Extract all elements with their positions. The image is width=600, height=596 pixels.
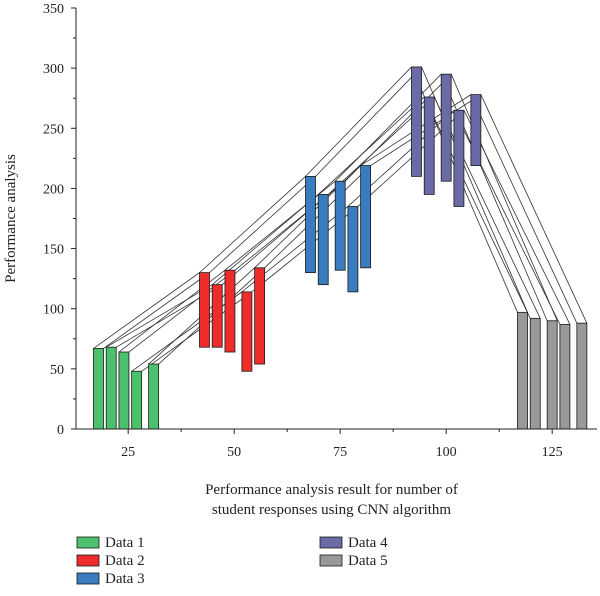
- bar-data-2-4: [241, 291, 253, 372]
- connector-line: [315, 66, 422, 177]
- connector-line: [141, 291, 253, 372]
- y-axis-title: Performance analysis: [3, 154, 19, 283]
- connector-line: [344, 73, 452, 182]
- y-tick-label: 200: [43, 182, 64, 197]
- legend-swatch-data-4: [319, 536, 343, 549]
- bar-data-1-3: [118, 351, 130, 430]
- connector-line: [450, 73, 558, 321]
- connector-line: [334, 73, 442, 182]
- bar-data-4-2: [423, 96, 435, 195]
- y-axis-ticks: 0 50 100 150 200 250 300 350: [43, 2, 76, 438]
- bar-data-5-4: [559, 323, 571, 430]
- bar-data-2-5: [254, 267, 266, 365]
- connector-line: [453, 110, 561, 325]
- y-tick-label: 350: [43, 2, 64, 17]
- bar-data-2-3: [224, 269, 236, 353]
- connector-line: [209, 176, 316, 273]
- legend: Data 1 Data 2 Data 3 Data 4 Data 5: [76, 535, 388, 587]
- bar-data-2-1: [199, 272, 210, 348]
- connector-line: [128, 269, 236, 353]
- bar-data-2-2: [211, 284, 223, 348]
- x-tick-label: 25: [121, 445, 135, 460]
- legend-swatch-data-5: [319, 554, 343, 567]
- connector-line: [470, 94, 578, 324]
- legend-swatch-data-1: [76, 536, 100, 549]
- bar-data-1-5: [148, 363, 160, 430]
- bar-data-5-2: [529, 317, 541, 430]
- connector-line: [463, 110, 571, 325]
- bar-data-5-5: [576, 322, 588, 430]
- connector-line: [264, 165, 371, 269]
- legend-label-data-5: Data 5: [348, 553, 388, 569]
- bar-data-1-4: [131, 370, 143, 430]
- connector-line: [305, 66, 412, 177]
- legend-swatch-data-2: [76, 554, 100, 567]
- bar-data-5-1: [517, 311, 528, 430]
- y-tick-label: 100: [43, 303, 64, 318]
- connector-line: [199, 176, 306, 273]
- x-axis-title-line-1: Performance analysis result for number o…: [205, 482, 458, 498]
- connector-line: [480, 94, 588, 324]
- y-tick-label: 250: [43, 122, 64, 137]
- connector-line: [317, 96, 425, 195]
- connector-line: [106, 284, 213, 348]
- bar-data-5-3: [546, 320, 558, 430]
- bar-data-4-4: [453, 109, 465, 207]
- y-tick-label: 50: [50, 363, 64, 378]
- bar-data-3-3: [334, 180, 346, 271]
- bar-marks: [93, 66, 588, 430]
- legend-label-data-1: Data 1: [105, 535, 145, 551]
- y-tick-label: 300: [43, 62, 64, 77]
- x-tick-label: 75: [333, 445, 347, 460]
- y-tick-label: 0: [57, 423, 64, 438]
- bar-data-1-1: [93, 348, 104, 430]
- connector-line: [93, 272, 200, 349]
- bar-data-4-1: [411, 66, 422, 177]
- x-axis-ticks: 25 50 75 100 125: [121, 429, 563, 460]
- connector-line: [158, 267, 265, 365]
- x-tick-label: 100: [436, 445, 457, 460]
- legend-label-data-4: Data 4: [348, 535, 388, 551]
- legend-label-data-3: Data 3: [105, 571, 145, 587]
- bar-data-3-5: [360, 165, 372, 269]
- legend-label-data-2: Data 2: [105, 553, 145, 569]
- bar-data-3-1: [305, 175, 316, 274]
- x-axis-title-line-2: student responses using CNN algorithm: [212, 502, 451, 518]
- connector-line: [103, 272, 210, 349]
- connector-line: [224, 180, 336, 271]
- bar-data-1-2: [105, 346, 117, 430]
- connector-line: [433, 96, 541, 319]
- legend-swatch-data-3: [76, 572, 100, 585]
- x-tick-label: 50: [227, 445, 241, 460]
- y-tick-label: 150: [43, 243, 64, 258]
- bar-data-3-2: [317, 194, 329, 286]
- x-tick-label: 125: [542, 445, 563, 460]
- bar-data-3-4: [347, 206, 359, 293]
- bar-data-4-5: [470, 94, 482, 166]
- bar-data-4-3: [440, 73, 452, 182]
